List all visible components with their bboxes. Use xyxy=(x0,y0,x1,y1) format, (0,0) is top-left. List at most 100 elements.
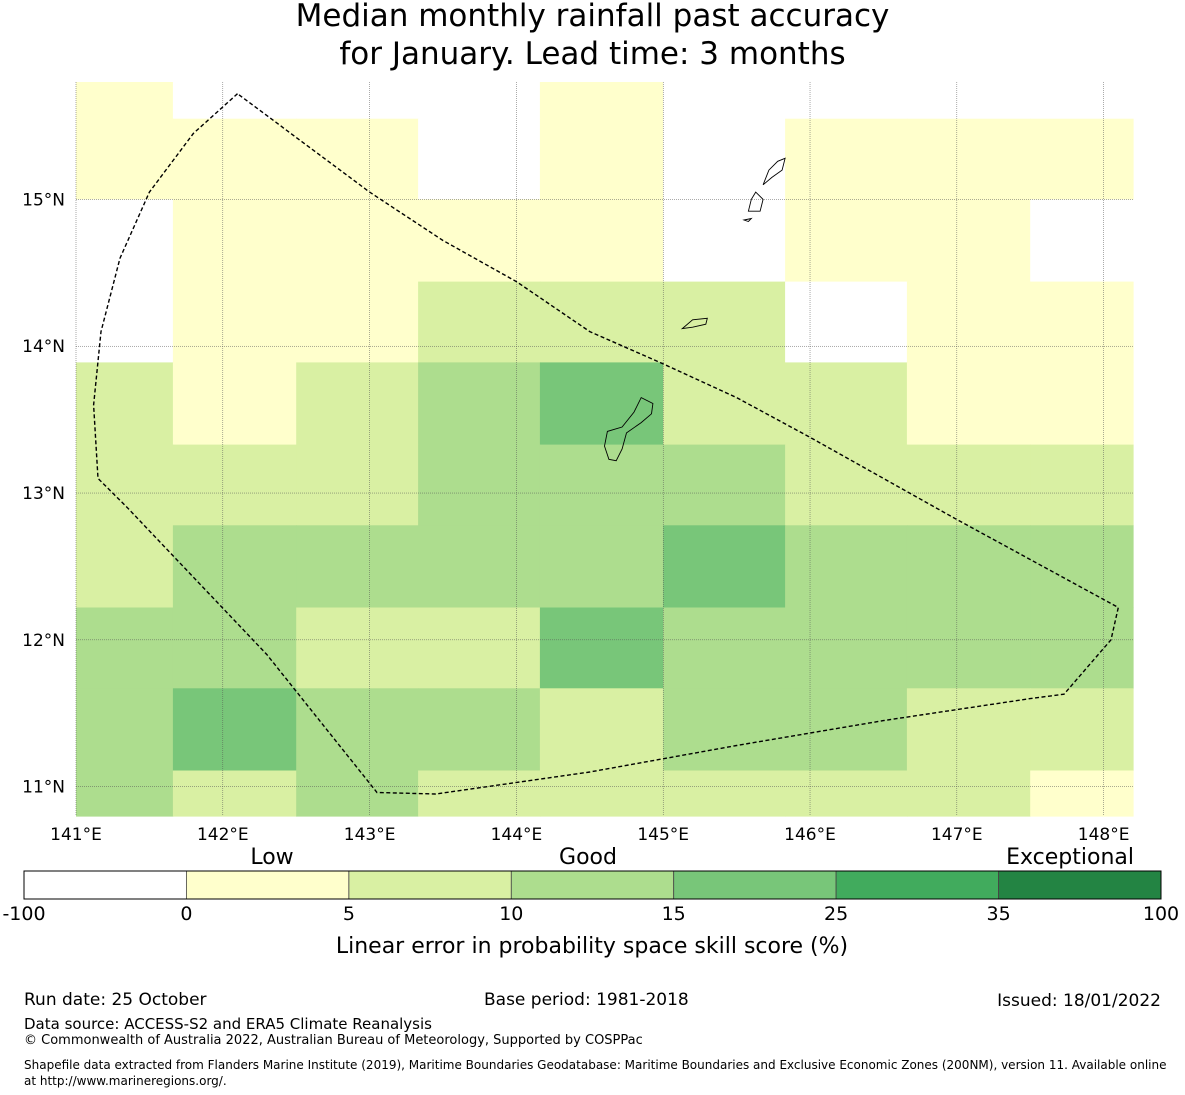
colorbar-tick-label: 10 xyxy=(499,903,523,925)
grid-cell-7-1 xyxy=(172,607,297,689)
grid-cell-7-6 xyxy=(785,607,908,689)
map-title-line-2: for January. Lead time: 3 months xyxy=(339,36,846,72)
colorbar-segment-6 xyxy=(998,870,1162,900)
grid-cell-8-5 xyxy=(663,688,786,772)
grid-cell-7-3 xyxy=(418,607,541,689)
grid-cell-4-4 xyxy=(539,362,664,446)
grid-cell-2-7 xyxy=(906,199,1031,283)
eez-boundary-line xyxy=(92,93,1120,795)
grid-cell-6-2 xyxy=(296,525,419,609)
grid-cell-6-1 xyxy=(172,525,297,609)
run-date: Run date: 25 October xyxy=(24,990,207,1010)
copyright: © Commonwealth of Australia 2022, Austra… xyxy=(24,1033,643,1048)
grid-cell-6-0 xyxy=(76,525,174,609)
grid-cell-3-5 xyxy=(663,281,786,363)
colorbar-tick-label: 35 xyxy=(987,903,1011,925)
skill-grid xyxy=(76,82,1134,817)
x-tick-label: 147°E xyxy=(931,825,983,845)
grid-cell-2-8 xyxy=(1030,199,1134,283)
grid-cell-1-8 xyxy=(1030,118,1134,200)
base-period: Base period: 1981-2018 xyxy=(484,990,689,1010)
grid-cell-2-2 xyxy=(296,199,419,283)
eez-boundary xyxy=(92,93,1120,795)
colorbar-tick-label: -100 xyxy=(2,903,45,925)
grid-cell-2-3 xyxy=(418,199,541,283)
grid-cell-7-7 xyxy=(906,607,1031,689)
grid-cell-0-3 xyxy=(418,82,541,120)
grid-cell-0-7 xyxy=(906,82,1031,120)
grid-cell-0-0 xyxy=(76,82,174,120)
grid-cell-7-2 xyxy=(296,607,419,689)
grid-cell-2-1 xyxy=(172,199,297,283)
grid-cell-9-5 xyxy=(663,770,786,817)
grid-cell-1-5 xyxy=(663,118,786,200)
colorbar-segment-3 xyxy=(510,870,675,900)
grid-cell-0-8 xyxy=(1030,82,1134,120)
grid-cell-0-4 xyxy=(539,82,664,120)
island-outline-2 xyxy=(747,191,764,212)
grid-cell-0-5 xyxy=(663,82,786,120)
grid-cell-5-5 xyxy=(663,444,786,526)
colorbar-tick-label: 100 xyxy=(1143,903,1179,925)
grid-cell-1-2 xyxy=(296,118,419,200)
grid-cell-3-7 xyxy=(906,281,1031,363)
grid-cell-5-6 xyxy=(785,444,908,526)
data-source: Data source: ACCESS-S2 and ERA5 Climate … xyxy=(24,1015,432,1033)
x-tick-label: 142°E xyxy=(197,825,249,845)
grid-cell-2-4 xyxy=(539,199,664,283)
grid-cell-8-0 xyxy=(76,688,174,772)
grid-cell-9-6 xyxy=(785,770,908,817)
grid-cell-3-3 xyxy=(418,281,541,363)
grid-cell-1-6 xyxy=(785,118,908,200)
island-outline-3 xyxy=(762,157,786,186)
grid-cell-7-8 xyxy=(1030,607,1134,689)
latitude-ticks: 15°N 14°N 13°N 12°N 11°N xyxy=(22,190,65,797)
grid-cell-3-1 xyxy=(172,281,297,363)
grid-cell-1-7 xyxy=(906,118,1031,200)
grid-cell-4-6 xyxy=(785,362,908,446)
grid-cell-7-4 xyxy=(539,607,664,689)
colorbar-label-good: Good xyxy=(559,845,617,870)
grid-cell-6-4 xyxy=(539,525,664,609)
map-gridlines xyxy=(75,82,1133,816)
island-outlines xyxy=(604,157,786,462)
longitude-ticks: 141°E 142°E 143°E 144°E 145°E 146°E 147°E 148°E xyxy=(50,825,1129,845)
grid-cell-5-0 xyxy=(76,444,174,526)
x-tick-label: 146°E xyxy=(784,825,836,845)
grid-cell-3-4 xyxy=(539,281,664,363)
grid-cell-5-7 xyxy=(906,444,1031,526)
grid-cell-6-6 xyxy=(785,525,908,609)
grid-cell-2-6 xyxy=(785,199,908,283)
grid-cell-8-3 xyxy=(418,688,541,772)
grid-cell-6-7 xyxy=(906,525,1031,609)
grid-cell-3-2 xyxy=(296,281,419,363)
grid-cell-4-0 xyxy=(76,362,174,446)
colorbar-segment-5 xyxy=(835,870,999,900)
x-tick-label: 145°E xyxy=(637,825,689,845)
colorbar-segment-4 xyxy=(673,870,837,900)
y-tick-label: 14°N xyxy=(22,337,65,357)
grid-cell-0-6 xyxy=(785,82,908,120)
grid-cell-7-0 xyxy=(76,607,174,689)
colorbar-segment-2 xyxy=(348,870,512,900)
issued-date: Issued: 18/01/2022 xyxy=(997,991,1161,1011)
colorbar-axis-label: Linear error in probability space skill … xyxy=(336,934,848,959)
grid-cell-4-5 xyxy=(663,362,786,446)
island-outline-4 xyxy=(742,217,753,223)
grid-cell-9-0 xyxy=(76,770,174,817)
colorbar-segment-1 xyxy=(185,870,350,900)
grid-cell-9-3 xyxy=(418,770,541,817)
colorbar-tick-label: 15 xyxy=(662,903,686,925)
grid-cell-8-6 xyxy=(785,688,908,772)
grid-cell-2-5 xyxy=(663,199,786,283)
grid-cell-8-1 xyxy=(172,688,297,772)
grid-cell-1-1 xyxy=(172,118,297,200)
grid-cell-5-4 xyxy=(539,444,664,526)
grid-cell-0-2 xyxy=(296,82,419,120)
grid-cell-0-1 xyxy=(172,82,297,120)
grid-cell-1-0 xyxy=(76,118,174,200)
grid-cell-5-3 xyxy=(418,444,541,526)
grid-cell-6-8 xyxy=(1030,525,1134,609)
grid-cell-9-4 xyxy=(539,770,664,817)
shapefile-credit: Shapefile data extracted from Flanders M… xyxy=(24,1058,1167,1088)
